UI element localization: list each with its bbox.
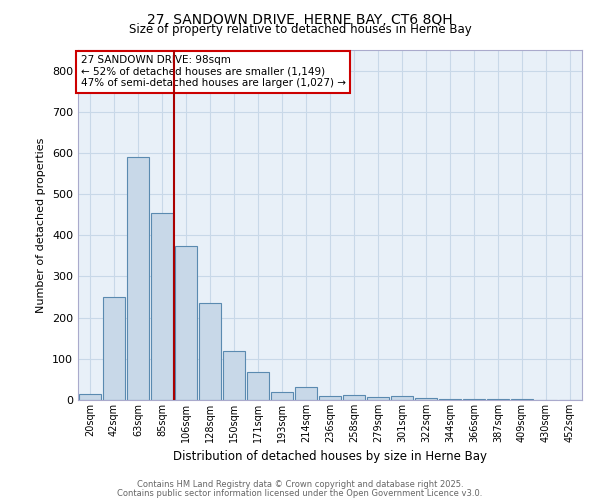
Text: Contains HM Land Registry data © Crown copyright and database right 2025.: Contains HM Land Registry data © Crown c… [137,480,463,489]
Bar [79,394,101,400]
Bar [391,396,413,400]
Bar [415,398,437,400]
Bar [439,399,461,400]
Bar [247,372,269,400]
Bar [151,212,173,400]
Bar [271,392,293,400]
Bar [367,396,389,400]
Bar [511,399,533,400]
Text: Size of property relative to detached houses in Herne Bay: Size of property relative to detached ho… [128,24,472,36]
Bar [127,157,149,400]
Text: 27, SANDOWN DRIVE, HERNE BAY, CT6 8QH: 27, SANDOWN DRIVE, HERNE BAY, CT6 8QH [147,12,453,26]
Bar [199,303,221,400]
Bar [343,395,365,400]
Text: Contains public sector information licensed under the Open Government Licence v3: Contains public sector information licen… [118,488,482,498]
Text: 27 SANDOWN DRIVE: 98sqm
← 52% of detached houses are smaller (1,149)
47% of semi: 27 SANDOWN DRIVE: 98sqm ← 52% of detache… [80,56,346,88]
Bar [103,297,125,400]
Bar [175,246,197,400]
Bar [487,399,509,400]
Bar [319,396,341,400]
Bar [295,387,317,400]
X-axis label: Distribution of detached houses by size in Herne Bay: Distribution of detached houses by size … [173,450,487,464]
Bar [463,399,485,400]
Bar [223,350,245,400]
Y-axis label: Number of detached properties: Number of detached properties [37,138,46,312]
